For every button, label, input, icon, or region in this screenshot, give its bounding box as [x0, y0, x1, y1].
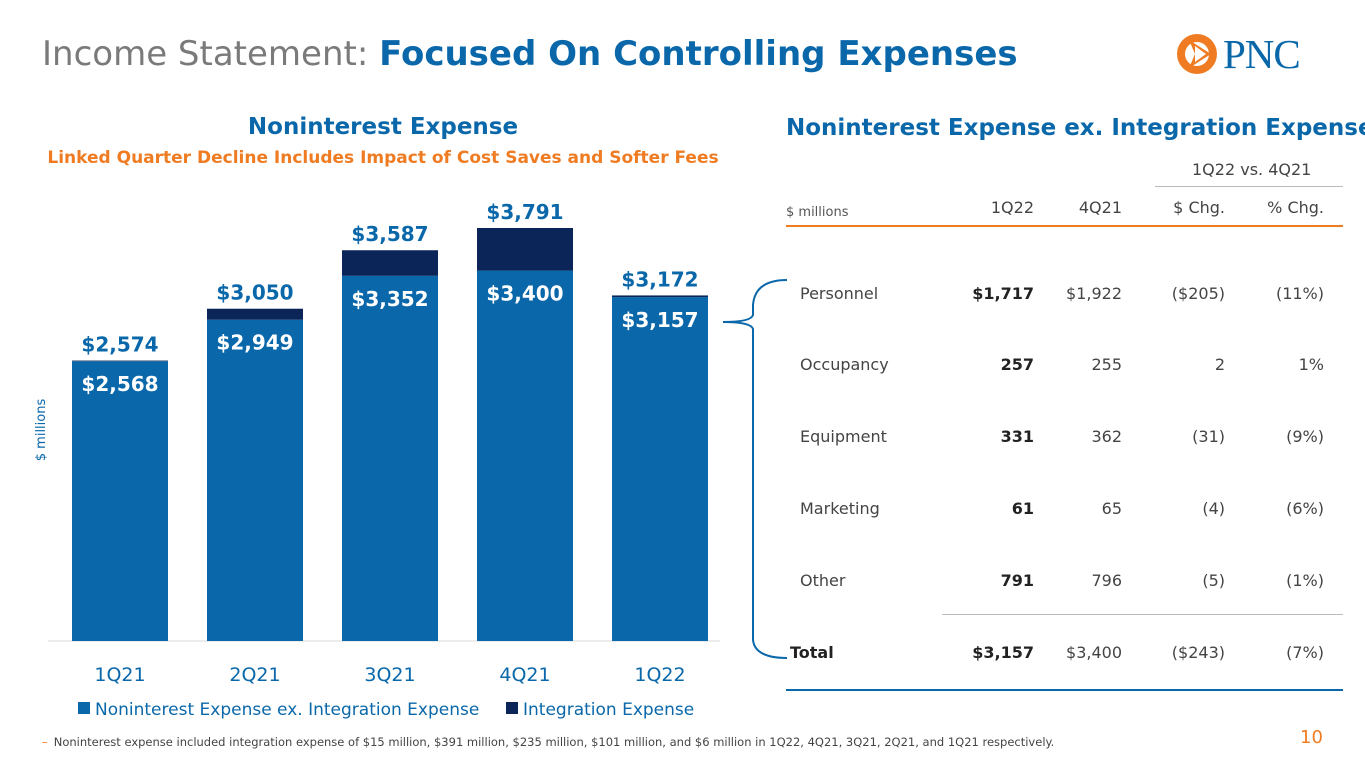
row-label-marketing: Marketing	[800, 499, 880, 518]
bar-integration	[207, 308, 303, 320]
row-label-equipment: Equipment	[800, 427, 887, 446]
bar-value-label: $3,352	[351, 287, 428, 311]
row-label-total: Total	[790, 643, 834, 662]
page-title: Income Statement: Focused On Controlling…	[42, 34, 1018, 74]
legend-swatch-ex-integration	[78, 702, 90, 714]
cell-4q21: $1,922	[1066, 284, 1122, 303]
cell-dollar-chg: (31)	[1192, 427, 1225, 446]
header-rule	[786, 225, 1343, 227]
total-4q21: $3,400	[1066, 643, 1122, 662]
x-tick-label: 1Q21	[94, 664, 145, 686]
chart-title: Noninterest Expense	[247, 114, 519, 140]
bar-total-label: $3,587	[351, 222, 428, 246]
cell-4q21: 255	[1091, 355, 1122, 374]
bar-total-label: $2,574	[81, 333, 158, 357]
cell-dollar-chg: 2	[1214, 355, 1225, 374]
col-header-dollar-chg: $ Chg.	[1173, 198, 1225, 217]
legend-label-integration: Integration Expense	[523, 700, 694, 720]
x-tick-label: 3Q21	[364, 664, 415, 686]
cell-pct-chg: (1%)	[1286, 571, 1324, 590]
bar-integration	[72, 360, 168, 362]
cell-pct-chg: 1%	[1298, 355, 1324, 374]
row-label-occupancy: Occupancy	[800, 355, 889, 374]
x-tick-label: 2Q21	[229, 664, 280, 686]
bar-total-label: $3,050	[216, 281, 293, 305]
total-dollar-chg: ($243)	[1171, 643, 1225, 662]
bar-value-label: $3,157	[621, 308, 698, 332]
table-bottom-rule	[786, 689, 1343, 691]
cell-4q21: 796	[1091, 571, 1122, 590]
pnc-logo-mark-icon	[1177, 34, 1217, 74]
col-header-pct-chg: % Chg.	[1267, 198, 1324, 217]
stacked-bar-chart: $2,568 $2,574 1Q21 $2,949 $3,050 2Q21 $3,352 $3…	[34, 200, 720, 720]
footnote-marker: –	[42, 735, 48, 749]
bar-value-label: $2,568	[81, 372, 158, 396]
row-label-other: Other	[800, 571, 846, 590]
cell-4q21: 65	[1101, 499, 1122, 518]
legend-swatch-integration	[506, 702, 518, 714]
y-axis-label: $ millions	[34, 399, 49, 462]
bar-integration	[477, 228, 573, 271]
bar-ex-integration	[207, 319, 303, 641]
chart-subtitle: Linked Quarter Decline Includes Impact o…	[47, 148, 719, 168]
bar-total-label: $3,791	[486, 200, 563, 224]
title-prefix: Income Statement:	[42, 34, 369, 74]
total-1q22: $3,157	[972, 643, 1034, 662]
page-number: 10	[1300, 727, 1323, 748]
bar-integration	[342, 250, 438, 276]
cell-4q21: 362	[1091, 427, 1122, 446]
total-pct-chg: (7%)	[1286, 643, 1324, 662]
pnc-logo: PNC	[1175, 32, 1330, 77]
table-title: Noninterest Expense ex. Integration Expe…	[786, 115, 1365, 141]
bar-total-label: $3,172	[621, 267, 698, 291]
col-header-4q21: 4Q21	[1078, 198, 1122, 217]
legend-label-ex-integration: Noninterest Expense ex. Integration Expe…	[95, 700, 479, 720]
x-tick-label: 4Q21	[499, 664, 550, 686]
group-header-rule	[1155, 186, 1343, 187]
cell-pct-chg: (6%)	[1286, 499, 1324, 518]
unit-label: $ millions	[786, 205, 849, 220]
cell-1q22: 331	[1000, 427, 1034, 446]
cell-pct-chg: (11%)	[1275, 284, 1324, 303]
footnote-text: Noninterest expense included integration…	[53, 735, 1055, 749]
cell-1q22: 791	[1000, 571, 1034, 590]
total-rule	[942, 614, 1343, 615]
cell-dollar-chg: (4)	[1202, 499, 1225, 518]
bar-ex-integration	[612, 297, 708, 641]
table-group-header: 1Q22 vs. 4Q21	[1192, 160, 1312, 179]
cell-dollar-chg: (5)	[1202, 571, 1225, 590]
x-tick-label: 1Q22	[634, 664, 685, 686]
bracket-connector-icon	[722, 279, 788, 659]
cell-dollar-chg: ($205)	[1171, 284, 1225, 303]
bar-value-label: $3,400	[486, 282, 563, 306]
col-header-1q22: 1Q22	[990, 198, 1034, 217]
row-label-personnel: Personnel	[800, 284, 879, 303]
bar-integration	[612, 295, 708, 298]
cell-pct-chg: (9%)	[1286, 427, 1324, 446]
bar-ex-integration	[72, 361, 168, 641]
bar-ex-integration	[477, 270, 573, 641]
pnc-logo-text: PNC	[1223, 31, 1301, 77]
title-main: Focused On Controlling Expenses	[379, 34, 1018, 74]
cell-1q22: 61	[1011, 499, 1034, 518]
footnote: – Noninterest expense included integratio…	[42, 735, 1054, 749]
bar-value-label: $2,949	[216, 331, 293, 355]
cell-1q22: $1,717	[972, 284, 1034, 303]
bar-ex-integration	[342, 275, 438, 641]
cell-1q22: 257	[1000, 355, 1034, 374]
